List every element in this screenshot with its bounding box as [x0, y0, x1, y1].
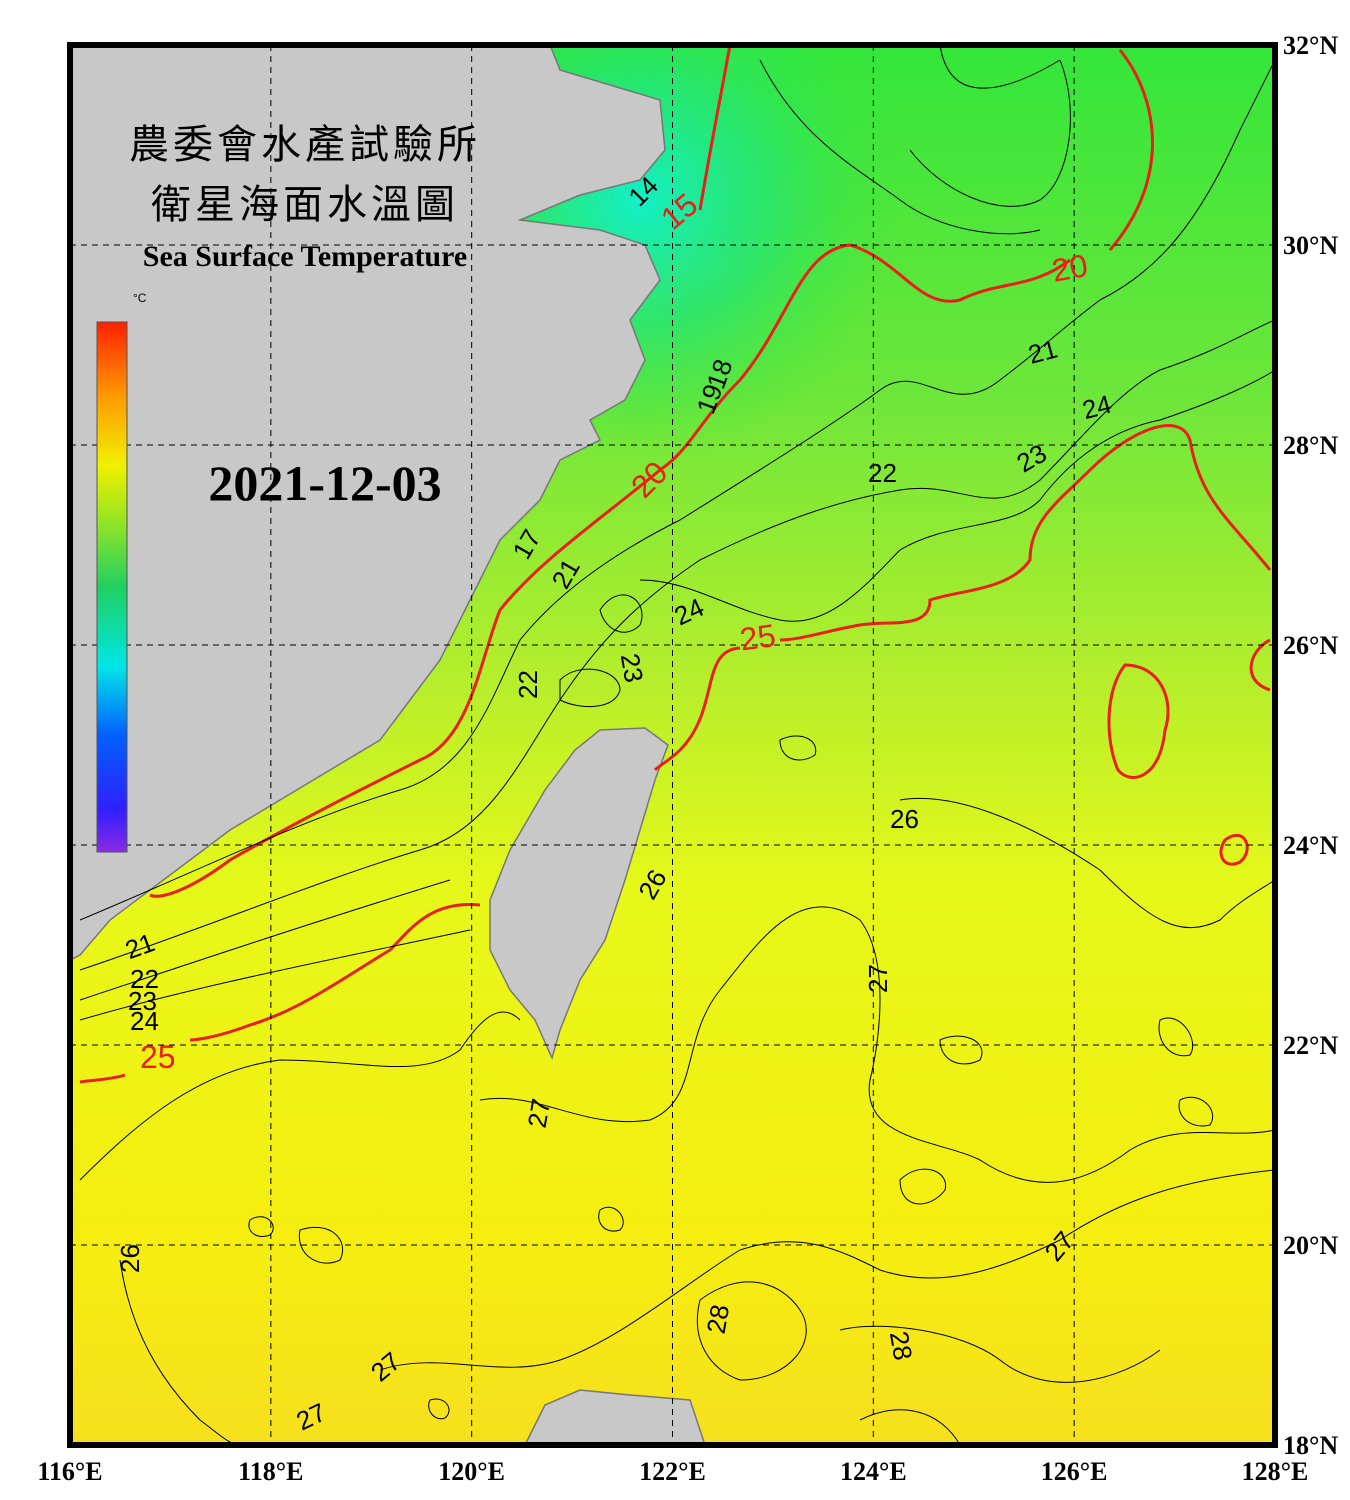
lon-label: 128°E: [1242, 1457, 1309, 1486]
contour-label: 26: [115, 1244, 145, 1273]
lat-label: 32°N: [1283, 31, 1338, 60]
contour-label: 24: [130, 1006, 159, 1036]
taiwan: [489, 727, 669, 1061]
mainland: [70, 45, 666, 961]
lat-label: 24°N: [1283, 831, 1338, 860]
lat-label: 20°N: [1283, 1231, 1338, 1260]
title-zh-1: 農委會水產試驗所: [129, 122, 481, 168]
date: 2021-12-03: [208, 455, 441, 511]
contour-label: 22: [130, 964, 159, 994]
colorbar-scale: [96, 321, 128, 853]
lon-label: 118°E: [238, 1457, 303, 1486]
contour-label: 27: [863, 964, 893, 993]
lon-label: 116°E: [37, 1457, 102, 1486]
contour-label: 27: [522, 1096, 557, 1130]
isotherms-red: [79, 45, 1272, 1084]
title-block: 農委會水產試驗所 衛星海面水溫圖 Sea Surface Temperature…: [129, 122, 481, 511]
contour-label: 22: [513, 670, 543, 699]
contour-label: 26: [890, 804, 919, 834]
title-en: Sea Surface Temperature: [143, 240, 467, 273]
luzon: [524, 1389, 706, 1445]
axes: 116°E 118°E 120°E 122°E 124°E 126°E 128°E 32°N 3…: [37, 31, 1338, 1486]
lat-label: 30°N: [1283, 231, 1338, 260]
contour-label: 25: [140, 1039, 176, 1075]
map-area: [70, 45, 1275, 1445]
title-zh-2: 衛星海面水溫圖: [151, 182, 459, 228]
contour-label: 25: [738, 617, 778, 658]
lon-label: 124°E: [840, 1457, 907, 1486]
lat-label: 28°N: [1283, 431, 1338, 460]
lon-label: 120°E: [438, 1457, 505, 1486]
lat-label: 18°N: [1283, 1431, 1338, 1460]
lon-label: 126°E: [1041, 1457, 1108, 1486]
lat-label: 26°N: [1283, 631, 1338, 660]
colorbar: °C: [96, 291, 147, 853]
isotherms: [79, 45, 1275, 1445]
graticule: [70, 45, 1275, 1445]
map-frame: [67, 42, 1278, 1448]
lat-label: 22°N: [1283, 1031, 1338, 1060]
colorbar-unit: °C: [133, 291, 147, 305]
contour-label: 28: [701, 1302, 736, 1336]
lon-label: 122°E: [639, 1457, 706, 1486]
contour-label: 23: [615, 651, 650, 685]
contour-label: 23: [128, 986, 157, 1016]
contour-label: 22: [868, 458, 897, 488]
contour-label: 28: [884, 1329, 919, 1363]
contour-label: 20: [1049, 247, 1090, 289]
